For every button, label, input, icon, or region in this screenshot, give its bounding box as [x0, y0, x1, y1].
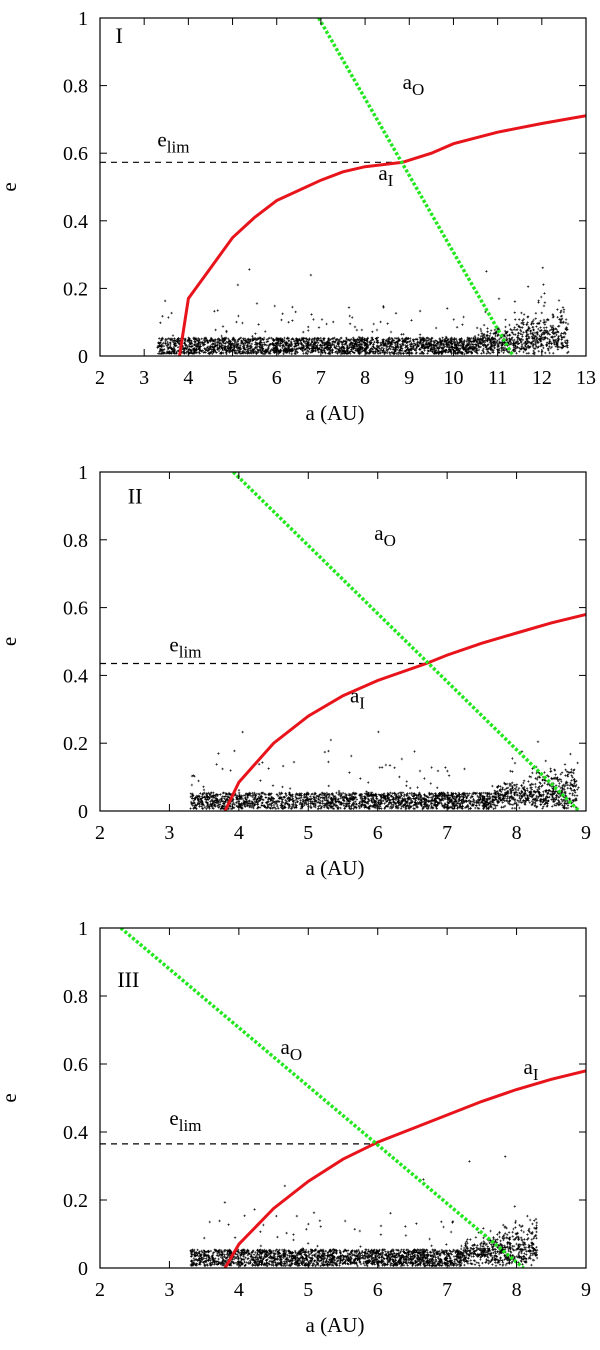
a-o-line: [317, 18, 515, 356]
y-tick-label: 1: [78, 462, 88, 484]
plot-frame: [99, 17, 587, 357]
x-axis-title: a (AU): [306, 401, 365, 425]
y-axis-title: e: [0, 182, 21, 191]
plot-frame: [99, 927, 587, 1269]
a-i-label: aI: [524, 1055, 539, 1084]
y-tick-label: 1: [78, 8, 88, 30]
y-tick-label: 0.6: [63, 1054, 88, 1076]
x-tick-label: 6: [373, 1279, 383, 1301]
x-axis-title: a (AU): [306, 856, 365, 880]
x-tick-label: 4: [183, 367, 193, 389]
x-tick-label: 7: [316, 367, 326, 389]
chart-panel-1: 2 3 4 5 6 7 8 9 10 11 12 13 0 0.2 0.4 0.6 0.8 1 a (AU) e Iel…: [0, 8, 596, 425]
y-tick-label: 0.2: [63, 1190, 88, 1212]
x-tick-label: 3: [164, 1279, 174, 1301]
x-tick-label: 13: [576, 367, 596, 389]
x-tick-label: 6: [373, 822, 383, 844]
panel-label: I: [115, 23, 122, 48]
y-tick-label: 0.6: [63, 598, 88, 620]
particle-scatter: [189, 730, 580, 811]
y-tick-label: 0: [78, 346, 88, 368]
x-tick-label: 5: [303, 1279, 313, 1301]
x-tick-label: 6: [272, 367, 282, 389]
y-axis-title: e: [0, 637, 21, 646]
chart-panel-2: 2 3 4 5 6 7 8 9 0 0.2 0.4 0.6 0.8 1 a (AU) e II elim aO aI: [0, 462, 591, 880]
a-o-line: [119, 928, 525, 1268]
x-tick-label: 3: [139, 367, 149, 389]
x-tick-label: 5: [303, 822, 313, 844]
y-tick-label: 0.8: [63, 530, 88, 552]
x-tick-label: 10: [443, 367, 463, 389]
panel-label: II: [128, 484, 143, 509]
x-tick-label: 4: [234, 1279, 244, 1301]
y-tick-label: 0.4: [63, 665, 88, 687]
chart-panel-3: 2 3 4 5 6 7 8 9 0 0.2 0.4 0.6 0.8 1 a (AU) e III elim aO aI: [0, 918, 591, 1337]
x-tick-label: 2: [95, 367, 105, 389]
x-tick-label: 8: [360, 367, 370, 389]
y-tick-label: 0.4: [63, 211, 88, 233]
e-lim-label: elim: [157, 127, 189, 156]
x-tick-label: 9: [404, 367, 414, 389]
x-tick-label: 3: [164, 822, 174, 844]
a-i-label: aI: [378, 161, 393, 190]
panel-label: III: [117, 967, 139, 992]
particle-scatter: [156, 266, 570, 356]
x-tick-label: 4: [234, 822, 244, 844]
a-i-label: aI: [350, 684, 365, 713]
y-tick-label: 0: [78, 801, 88, 823]
y-tick-label: 0.2: [63, 278, 88, 300]
y-tick-label: 0.2: [63, 733, 88, 755]
y-tick-label: 0.8: [63, 986, 88, 1008]
y-tick-label: 0.8: [63, 76, 88, 98]
a-i-curve: [223, 612, 586, 811]
x-tick-label: 9: [581, 822, 591, 844]
y-axis-title: e: [0, 1093, 21, 1102]
a-o-line: [232, 472, 581, 811]
x-tick-label: 7: [442, 1279, 452, 1301]
a-i-curve: [178, 114, 586, 356]
y-tick-label: 0.6: [63, 143, 88, 165]
x-tick-label: 8: [512, 1279, 522, 1301]
x-tick-label: 7: [442, 822, 452, 844]
particle-scatter: [189, 1155, 539, 1268]
x-tick-label: 8: [512, 822, 522, 844]
x-tick-label: 9: [581, 1279, 591, 1301]
x-axis-title: a (AU): [306, 1313, 365, 1337]
plot-frame: [99, 471, 587, 812]
a-i-curve: [223, 1069, 586, 1268]
a-o-label: aO: [374, 521, 396, 550]
e-lim-label: elim: [169, 1106, 201, 1135]
x-tick-label: 2: [95, 822, 105, 844]
x-tick-label: 5: [228, 367, 238, 389]
x-tick-label: 2: [95, 1279, 105, 1301]
y-tick-label: 1: [78, 918, 88, 940]
x-tick-label: 12: [532, 367, 552, 389]
a-o-label: aO: [403, 70, 425, 99]
e-lim-label: elim: [169, 633, 201, 662]
y-tick-label: 0: [78, 1258, 88, 1280]
x-tick-label: 11: [488, 367, 507, 389]
y-tick-label: 0.4: [63, 1122, 88, 1144]
a-o-label: aO: [281, 1035, 303, 1064]
